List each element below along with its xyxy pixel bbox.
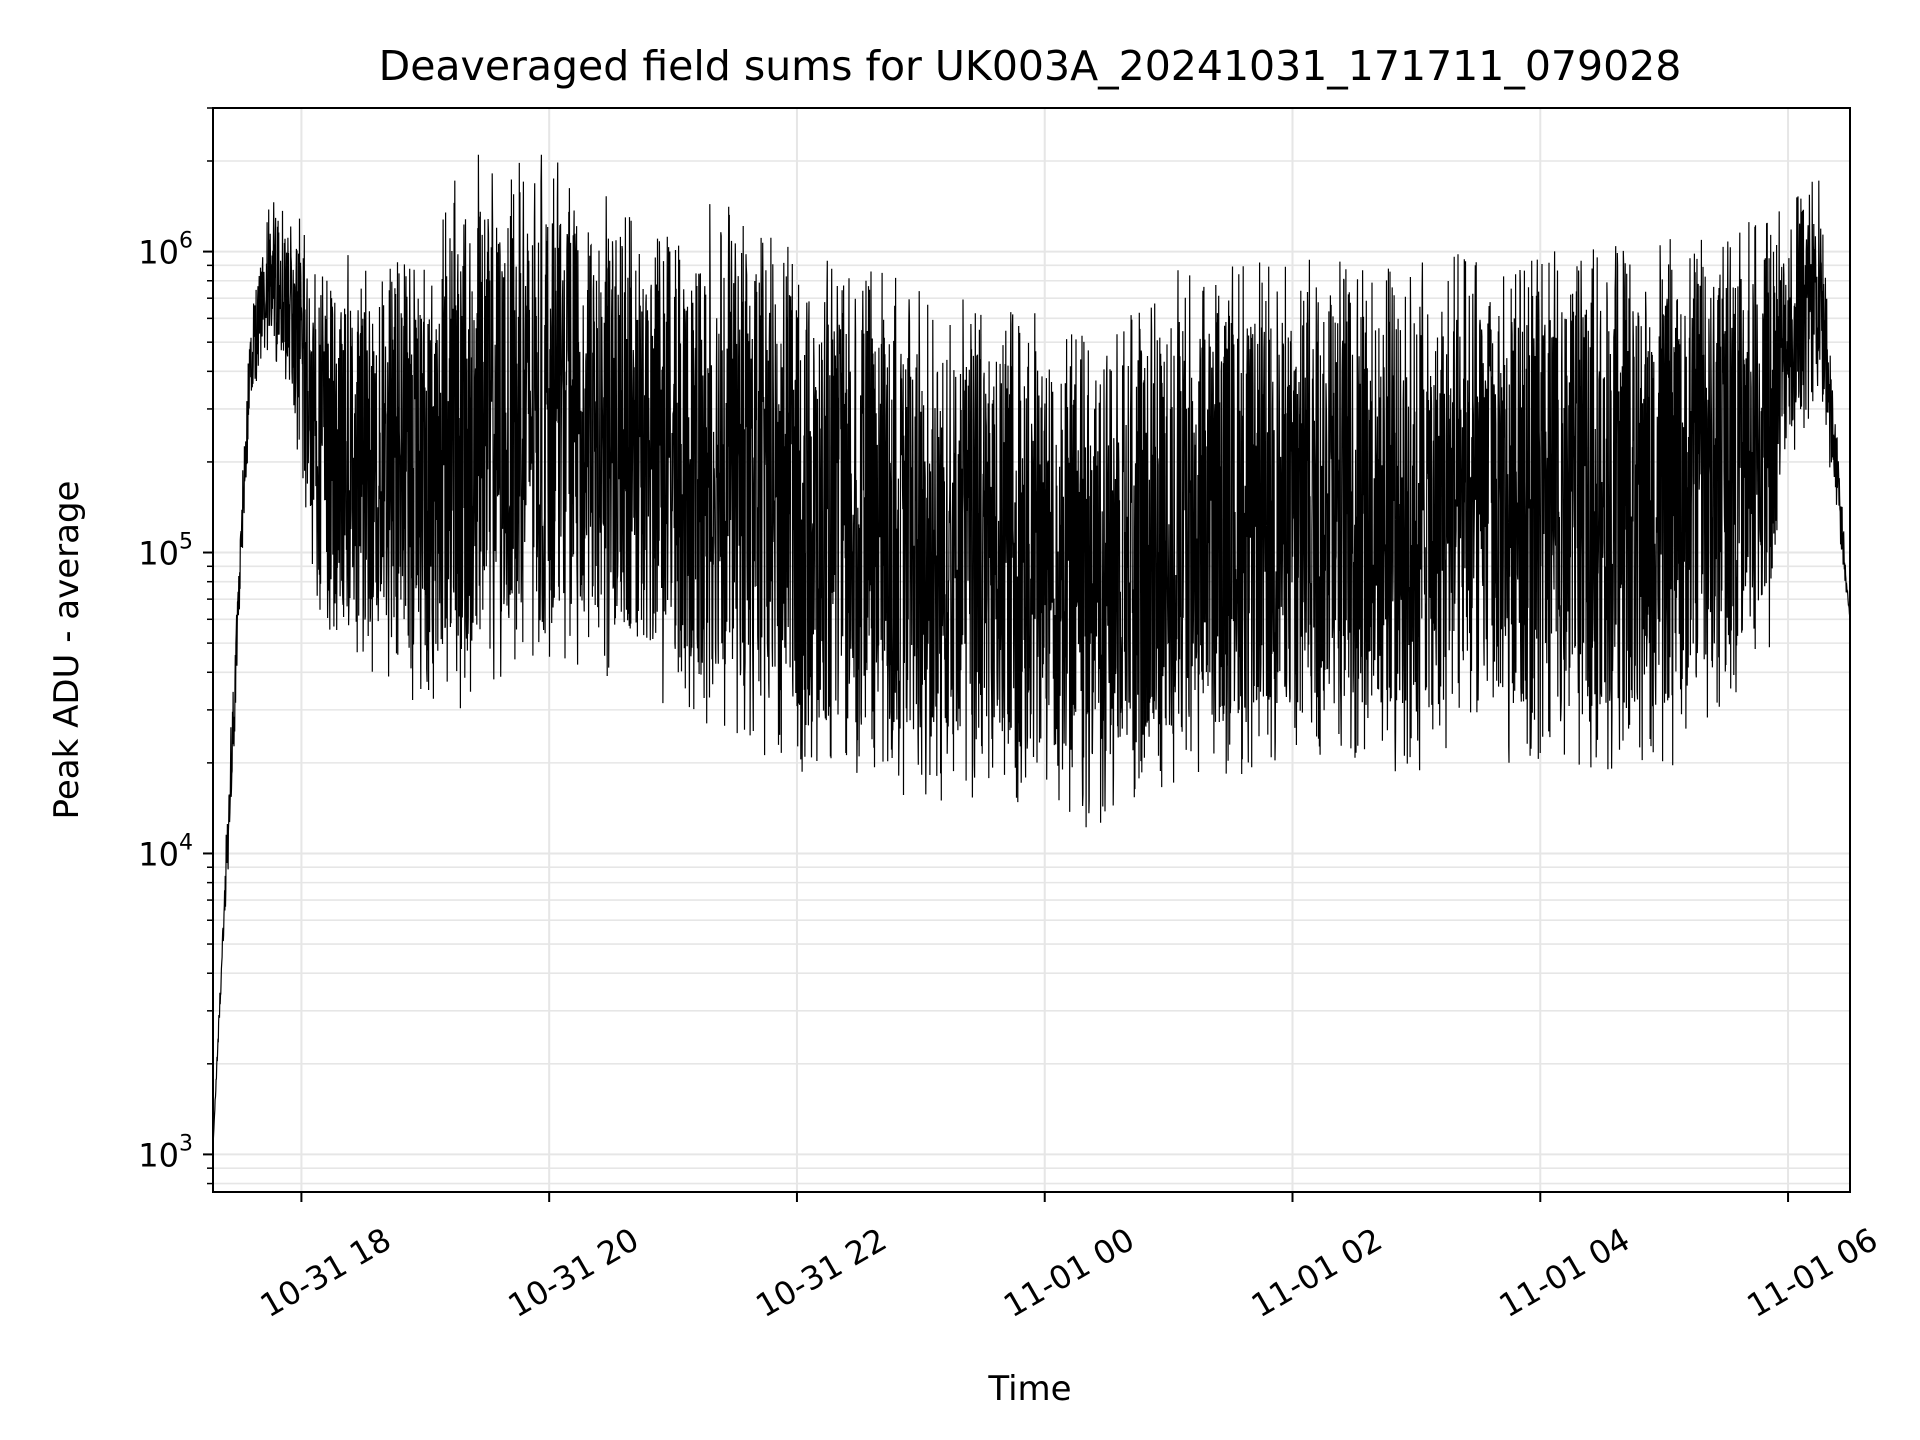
- y-axis: 103 104 105 106: [138, 107, 213, 1185]
- y-tick-label: 103: [138, 1131, 193, 1174]
- y-axis-label: Peak ADU - average: [47, 481, 87, 820]
- data-series: [212, 154, 1851, 1155]
- x-axis-label: Time: [987, 1369, 1071, 1409]
- plot-frame: [212, 107, 1851, 1193]
- y-tick-label: 104: [138, 830, 193, 873]
- series-line: [212, 154, 1851, 1155]
- plot-area: [212, 107, 1851, 1193]
- chart-title: Deaveraged field sums for UK003A_2024103…: [379, 42, 1682, 90]
- y-tick-label: 106: [138, 229, 193, 272]
- y-tick-label: 105: [138, 530, 193, 573]
